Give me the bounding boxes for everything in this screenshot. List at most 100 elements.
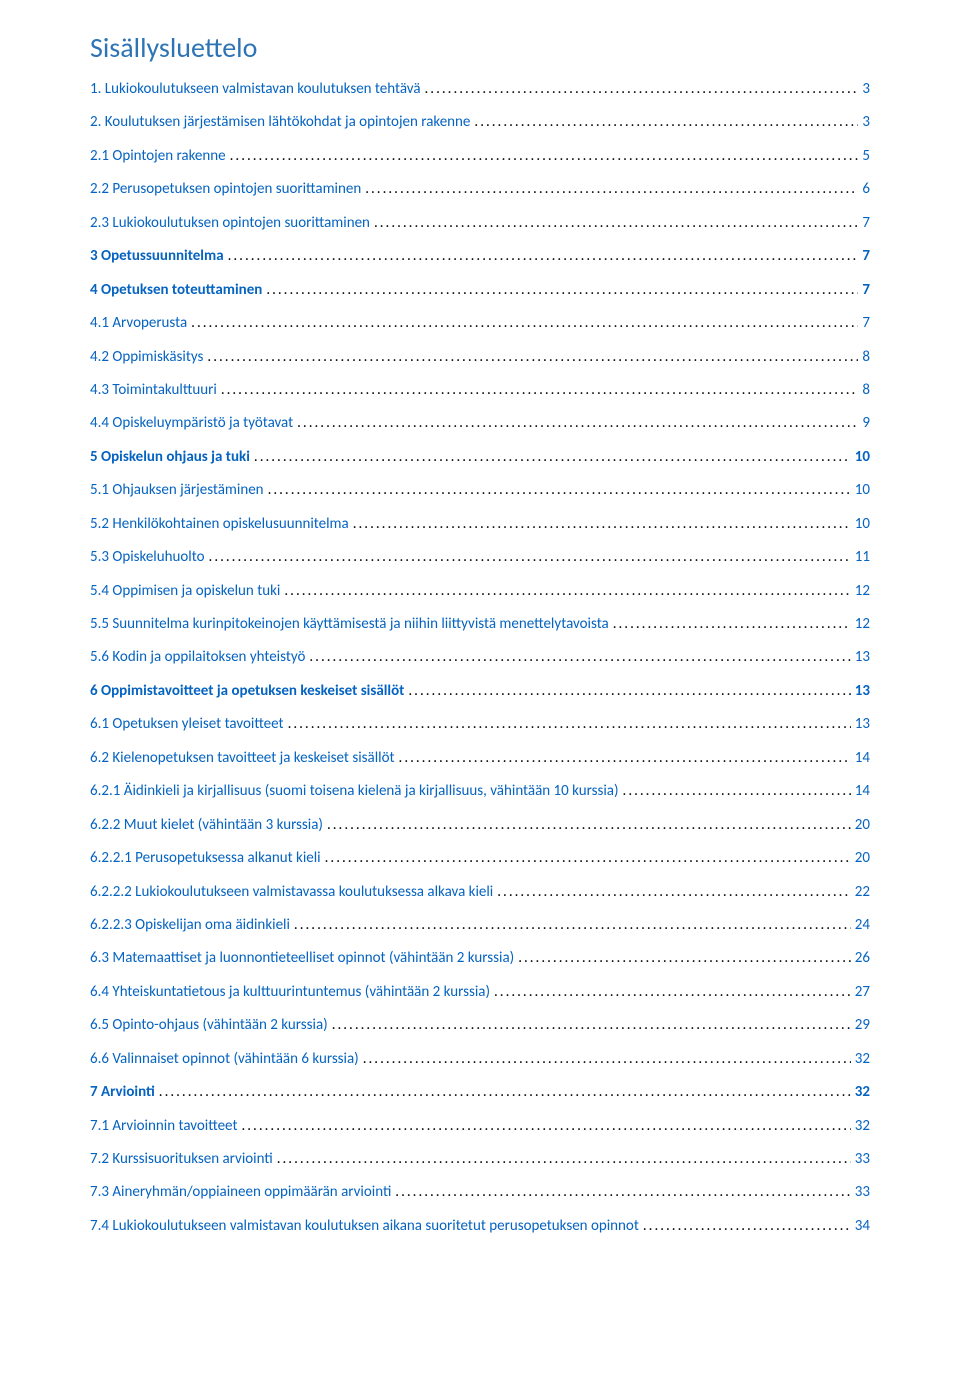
toc-list: 1. Lukiokoulutukseen valmistavan koulutu…	[90, 79, 870, 1236]
toc-entry[interactable]: 5.6 Kodin ja oppilaitoksen yhteistyö 13	[90, 647, 870, 667]
toc-entry-page: 24	[855, 915, 870, 935]
toc-title: Sisällysluettelo	[90, 30, 870, 65]
toc-entry-leader	[497, 882, 851, 902]
toc-entry-leader	[643, 1216, 851, 1236]
toc-entry-page: 7	[862, 246, 870, 266]
toc-entry-page: 13	[855, 681, 870, 701]
toc-entry-page: 32	[855, 1049, 870, 1069]
toc-entry-label: 7.3 Aineryhmän/oppiaineen oppimäärän arv…	[90, 1182, 391, 1202]
toc-entry[interactable]: 4 Opetuksen toteuttaminen 7	[90, 280, 870, 300]
toc-entry-label: 7 Arviointi	[90, 1082, 155, 1102]
toc-entry[interactable]: 6.4 Yhteiskuntatietous ja kulttuurintunt…	[90, 982, 870, 1002]
toc-entry-page: 9	[862, 413, 870, 433]
toc-entry[interactable]: 7.1 Arvioinnin tavoitteet 32	[90, 1116, 870, 1136]
toc-entry-label: 6.2.2 Muut kielet (vähintään 3 kurssia)	[90, 815, 323, 835]
toc-entry-page: 32	[855, 1116, 870, 1136]
toc-entry[interactable]: 2. Koulutuksen järjestämisen lähtökohdat…	[90, 112, 870, 132]
toc-entry[interactable]: 4.3 Toimintakulttuuri8	[90, 380, 870, 400]
toc-entry-leader	[159, 1082, 851, 1102]
toc-entry-page: 8	[862, 347, 870, 367]
toc-entry-label: 5.5 Suunnitelma kurinpitokeinojen käyttä…	[90, 614, 609, 634]
toc-entry-page: 20	[855, 815, 870, 835]
toc-entry[interactable]: 2.2 Perusopetuksen opintojen suorittamin…	[90, 179, 870, 199]
toc-entry[interactable]: 5.5 Suunnitelma kurinpitokeinojen käyttä…	[90, 614, 870, 634]
toc-entry-leader	[294, 915, 851, 935]
toc-entry-page: 32	[855, 1082, 870, 1102]
toc-entry-label: 5 Opiskelun ohjaus ja tuki	[90, 447, 250, 467]
toc-entry[interactable]: 4.4 Opiskeluympäristö ja työtavat 9	[90, 413, 870, 433]
toc-entry-page: 10	[855, 480, 870, 500]
toc-entry-leader	[221, 380, 859, 400]
toc-entry-label: 5.6 Kodin ja oppilaitoksen yhteistyö	[90, 647, 305, 667]
toc-entry[interactable]: 6.2.1 Äidinkieli ja kirjallisuus (suomi …	[90, 781, 870, 801]
toc-entry[interactable]: 5.3 Opiskeluhuolto11	[90, 547, 870, 567]
toc-entry-label: 6.4 Yhteiskuntatietous ja kulttuurintunt…	[90, 982, 490, 1002]
toc-entry-page: 27	[855, 982, 870, 1002]
toc-entry[interactable]: 7.4 Lukiokoulutukseen valmistavan koulut…	[90, 1216, 870, 1236]
toc-entry-page: 14	[855, 748, 870, 768]
toc-entry-page: 13	[855, 647, 870, 667]
toc-entry[interactable]: 4.1 Arvoperusta7	[90, 313, 870, 333]
toc-entry-leader	[365, 179, 858, 199]
toc-entry-leader	[191, 313, 858, 333]
toc-entry-leader	[518, 948, 851, 968]
toc-entry-label: 4 Opetuksen toteuttaminen	[90, 280, 262, 300]
toc-entry-label: 6 Oppimistavoitteet ja opetuksen keskeis…	[90, 681, 404, 701]
toc-entry[interactable]: 4.2 Oppimiskäsitys8	[90, 347, 870, 367]
toc-entry-label: 6.5 Opinto-ohjaus (vähintään 2 kurssia)	[90, 1015, 328, 1035]
toc-entry-leader	[230, 146, 859, 166]
toc-entry-leader	[207, 347, 858, 367]
toc-entry-leader	[277, 1149, 851, 1169]
toc-entry[interactable]: 5.2 Henkilökohtainen opiskelusuunnitelma…	[90, 514, 870, 534]
toc-entry[interactable]: 3 Opetussuunnitelma7	[90, 246, 870, 266]
toc-entry-page: 3	[862, 112, 870, 132]
toc-entry-label: 6.3 Matemaattiset ja luonnontieteelliset…	[90, 948, 514, 968]
toc-entry[interactable]: 6.3 Matemaattiset ja luonnontieteelliset…	[90, 948, 870, 968]
toc-entry-page: 26	[855, 948, 870, 968]
toc-entry-label: 5.4 Oppimisen ja opiskelun tuki	[90, 581, 280, 601]
toc-entry-label: 6.2.1 Äidinkieli ja kirjallisuus (suomi …	[90, 781, 619, 801]
toc-entry[interactable]: 5.4 Oppimisen ja opiskelun tuki12	[90, 581, 870, 601]
toc-entry-leader	[228, 246, 859, 266]
toc-entry-label: 6.2.2.1 Perusopetuksessa alkanut kieli	[90, 848, 321, 868]
toc-entry[interactable]: 6 Oppimistavoitteet ja opetuksen keskeis…	[90, 681, 870, 701]
toc-entry[interactable]: 7.3 Aineryhmän/oppiaineen oppimäärän arv…	[90, 1182, 870, 1202]
toc-entry-leader	[241, 1116, 850, 1136]
toc-entry-label: 2.2 Perusopetuksen opintojen suorittamin…	[90, 179, 361, 199]
toc-entry-page: 7	[862, 280, 870, 300]
toc-entry[interactable]: 5 Opiskelun ohjaus ja tuki10	[90, 447, 870, 467]
toc-entry[interactable]: 1. Lukiokoulutukseen valmistavan koulutu…	[90, 79, 870, 99]
toc-entry-leader	[288, 714, 851, 734]
toc-entry-leader	[327, 815, 851, 835]
toc-entry-label: 7.1 Arvioinnin tavoitteet	[90, 1116, 237, 1136]
toc-entry-leader	[284, 581, 850, 601]
toc-entry-page: 7	[862, 213, 870, 233]
toc-entry-page: 3	[862, 79, 870, 99]
toc-entry-page: 8	[862, 380, 870, 400]
toc-entry[interactable]: 5.1 Ohjauksen järjestäminen10	[90, 480, 870, 500]
toc-entry-leader	[374, 213, 858, 233]
toc-entry[interactable]: 2.3 Lukiokoulutuksen opintojen suorittam…	[90, 213, 870, 233]
toc-entry[interactable]: 6.2.2.3 Opiskelijan oma äidinkieli 24	[90, 915, 870, 935]
toc-entry-leader	[408, 681, 850, 701]
toc-entry[interactable]: 6.2.2.1 Perusopetuksessa alkanut kieli20	[90, 848, 870, 868]
toc-entry[interactable]: 6.1 Opetuksen yleiset tavoitteet13	[90, 714, 870, 734]
toc-entry[interactable]: 6.5 Opinto-ohjaus (vähintään 2 kurssia)2…	[90, 1015, 870, 1035]
toc-entry-label: 4.4 Opiskeluympäristö ja työtavat	[90, 413, 293, 433]
toc-entry-label: 1. Lukiokoulutukseen valmistavan koulutu…	[90, 79, 421, 99]
toc-entry-label: 4.1 Arvoperusta	[90, 313, 187, 333]
toc-entry-page: 33	[855, 1149, 870, 1169]
toc-entry[interactable]: 7 Arviointi 32	[90, 1082, 870, 1102]
toc-entry[interactable]: 7.2 Kurssisuorituksen arviointi33	[90, 1149, 870, 1169]
toc-entry[interactable]: 6.2.2 Muut kielet (vähintään 3 kurssia) 2…	[90, 815, 870, 835]
toc-entry-label: 6.2 Kielenopetuksen tavoitteet ja keskei…	[90, 748, 395, 768]
toc-entry-leader	[309, 647, 850, 667]
toc-entry-label: 6.2.2.3 Opiskelijan oma äidinkieli	[90, 915, 290, 935]
toc-entry-page: 12	[855, 614, 870, 634]
toc-entry[interactable]: 6.6 Valinnaiset opinnot (vähintään 6 kur…	[90, 1049, 870, 1069]
toc-entry[interactable]: 6.2.2.2 Lukiokoulutukseen valmistavassa …	[90, 882, 870, 902]
toc-entry[interactable]: 6.2 Kielenopetuksen tavoitteet ja keskei…	[90, 748, 870, 768]
toc-entry[interactable]: 2.1 Opintojen rakenne5	[90, 146, 870, 166]
toc-entry-leader	[268, 480, 851, 500]
toc-entry-page: 5	[862, 146, 870, 166]
